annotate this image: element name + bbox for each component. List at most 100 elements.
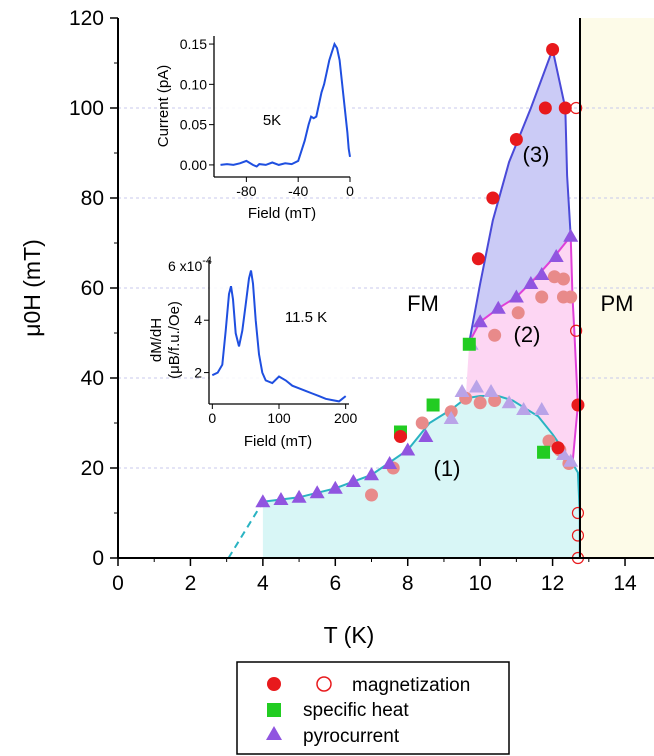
- x-tick-label-6: 6: [329, 572, 341, 595]
- pyrocurrent-light-triangle-point-8: [563, 453, 579, 467]
- pyrocurrent-light-triangle-point-3: [483, 384, 499, 397]
- inset-dmdh-ymax-mantissa: 6 x10: [168, 258, 202, 274]
- y-tick-label-40: 40: [81, 367, 104, 390]
- x-tick-label-12: 12: [541, 572, 564, 595]
- region-label-1: (1): [434, 456, 461, 481]
- inset-current-y-title: Current (pA): [155, 65, 172, 148]
- region-label-3: (3): [523, 142, 550, 167]
- y-tick-label-0: 0: [92, 547, 104, 570]
- inset-dmdh-y-title-line1: dM/dH: [148, 318, 165, 362]
- pyrocurrent-triangle-point-15: [490, 300, 506, 314]
- specific-heat-square-point-2: [426, 398, 440, 412]
- inset-dmdh-x-title: Field (mT): [244, 433, 312, 450]
- x-tick-label-0: 0: [112, 572, 124, 595]
- x-tick-label-10: 10: [468, 572, 491, 595]
- x-tick-label-8: 8: [402, 572, 414, 595]
- pyrocurrent-triangle-point-16: [472, 314, 488, 328]
- inset-dmdh-x-tick-label-100: 100: [267, 410, 291, 426]
- inset-current-x-tick-label-0: 0: [346, 183, 354, 199]
- fill-region-1: [262, 396, 580, 558]
- pyrocurrent-triangle-point-5: [345, 474, 361, 487]
- pyrocurrent-triangle-point-11: [548, 249, 564, 262]
- inset-dmdh-y-tick-label-1: 4: [194, 312, 202, 328]
- phase-region-fills: [262, 49, 580, 558]
- inset-dmdh-ymax-label: 6 x10-4: [168, 255, 212, 274]
- y-tick-label-20: 20: [81, 457, 104, 480]
- magnetization-light-circle-point-14: [542, 434, 556, 448]
- pyrocurrent-triangle-point-7: [382, 456, 398, 469]
- pyrocurrent-triangle-point-0: [255, 494, 271, 508]
- pyrocurrent-light-triangle-point-6: [534, 402, 550, 415]
- pyrocurrent-triangle-point-14: [508, 289, 524, 303]
- magnetization-light-circle-point-13: [365, 488, 379, 502]
- inset-dmdh-plot: 0 100 200 2 4: [194, 260, 358, 426]
- inset-dmdh-annotation: 11.5 K: [285, 309, 327, 326]
- magnetization-light-circle-point-4: [564, 290, 578, 304]
- pyrocurrent-light-triangle-point-0: [443, 411, 459, 424]
- inset-current-plot: -80 -40 0 0.00 0.05 0.10 0.15: [180, 36, 354, 199]
- pyrocurrent-triangle-point-4: [327, 480, 343, 494]
- magnetization-filled-circle-point-8: [551, 441, 565, 455]
- pyrocurrent-triangle-point-13: [523, 276, 539, 289]
- inset-current-x-tick-label-80: -80: [236, 183, 256, 199]
- magnetization-filled-circle-point-2: [558, 101, 572, 115]
- pyrocurrent-triangle-point-2: [291, 489, 307, 503]
- specific-heat-square-point-3: [537, 445, 551, 459]
- pyrocurrent-triangle-point-6: [364, 467, 380, 481]
- legend-box: [236, 661, 510, 755]
- legend-marker-magnetization-open: [316, 676, 332, 692]
- pyrocurrent-triangle-point-9: [418, 429, 434, 442]
- magnetization-open-circle-point-0: [570, 101, 583, 115]
- pyrocurrent-triangle-point-1: [273, 492, 289, 505]
- fill-region-2: [465, 236, 578, 464]
- inset-dmdh-y-title-line2: (μB/f.u./Oe): [166, 301, 183, 379]
- x-tick-label-4: 4: [257, 572, 269, 595]
- y-tick-label-120: 120: [69, 7, 104, 30]
- specific-heat-square-point-0: [462, 337, 476, 351]
- boundary-line-3: [468, 45, 572, 343]
- inset-current-x-title: Field (mT): [248, 205, 316, 222]
- legend-label-specific-heat: specific heat: [303, 700, 409, 721]
- pyrocurrent-light-triangle-point-7: [555, 447, 571, 460]
- legend-marker-specific-heat: [267, 703, 281, 717]
- inset-dmdh-x-tick-label-200: 200: [334, 410, 358, 426]
- inset-dmdh-y-tick-label-0: 2: [194, 365, 202, 381]
- pyrocurrent-triangle-point-12: [534, 267, 550, 280]
- pyrocurrent-light-triangle-point-1: [454, 384, 470, 397]
- magnetization-filled-circle-point-7: [393, 430, 407, 443]
- magnetization-filled-circle-point-5: [471, 252, 485, 266]
- magnetization-open-circle-point-3: [571, 529, 585, 542]
- magnetization-filled-circle-point-1: [538, 101, 552, 115]
- magnetization-light-circle-point-8: [473, 396, 487, 410]
- main-axes: [110, 17, 654, 566]
- inset-current-data-line: [220, 41, 351, 168]
- magnetization-filled-circle-point-3: [509, 133, 523, 146]
- inset-dmdh-data-line: [211, 270, 347, 403]
- y-axis-title: μ0H (mT): [19, 239, 45, 337]
- pyrocurrent-triangle-point-3: [309, 485, 325, 499]
- region-label-2: (2): [514, 322, 541, 347]
- pyrocurrent-light-triangle-point-4: [501, 395, 517, 409]
- inset-dmdh-ymax-exponent: -4: [202, 255, 212, 267]
- legend-marker-pyrocurrent: [266, 726, 282, 740]
- inset-current-x-tick-label-40: -40: [288, 183, 308, 199]
- region-label-fm: FM: [407, 291, 439, 316]
- legend-label-pyrocurrent: pyrocurrent: [303, 726, 400, 747]
- y-tick-label-60: 60: [81, 277, 104, 300]
- inset-current-y-tick-label-2: 0.10: [180, 76, 207, 92]
- magnetization-light-circle-point-9: [488, 394, 502, 407]
- inset-current-background: [214, 36, 350, 177]
- magnetization-light-circle-point-1: [556, 272, 570, 286]
- pyrocurrent-light-triangle-point-5: [516, 402, 532, 415]
- pyrocurrent-light-triangle-point-2: [469, 379, 485, 393]
- inset-current-5k: -80 -40 0 0.00 0.05 0.10 0.15 5K Field (mT) Cu…: [155, 36, 354, 222]
- x-axis-title: T (K): [324, 622, 375, 648]
- magnetization-filled-circle-point-0: [546, 43, 560, 56]
- magnetization-light-circle-point-2: [535, 290, 549, 304]
- pyrocurrent-triangle-point-10: [563, 228, 579, 242]
- magnetization-filled-circle-point-4: [486, 191, 500, 205]
- magnetization-filled-circle-point-6: [571, 398, 585, 412]
- fill-region-3: [469, 49, 571, 342]
